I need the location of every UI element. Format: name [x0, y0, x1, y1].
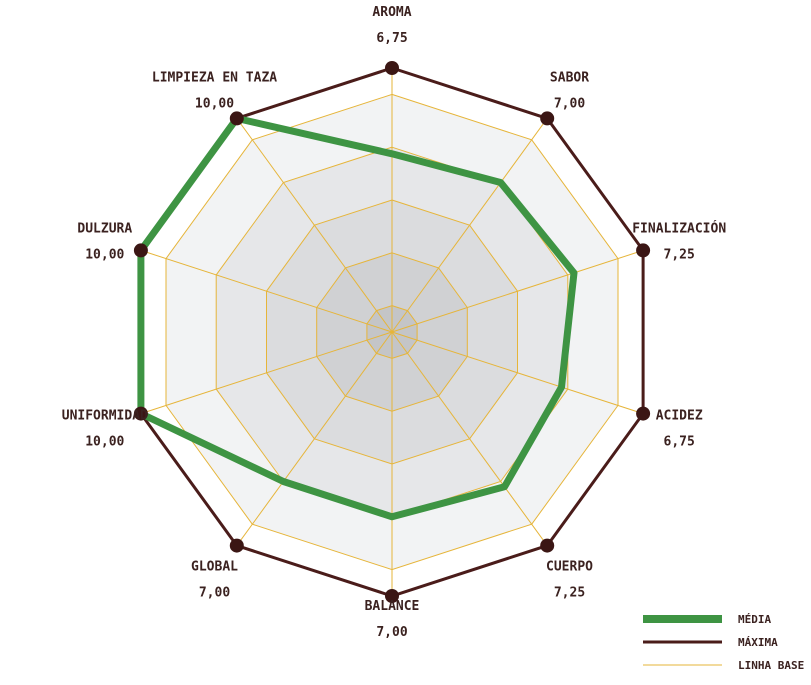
- legend-label-baseline: LINHA BASE: [738, 659, 804, 672]
- axis-label-aroma: AROMA: [372, 5, 411, 20]
- axis-score-cuerpo: 7,25: [554, 585, 585, 600]
- axis-label-finalizaci-n: FINALIZACIÓN: [632, 221, 726, 237]
- maxima-point-5: [385, 589, 399, 603]
- spoke-9: [236, 118, 393, 333]
- spoke-1: [391, 118, 548, 333]
- maxima-point-6: [229, 538, 244, 553]
- series-layer: [133, 61, 651, 603]
- maxima-point-2: [636, 243, 651, 258]
- axis-labels: AROMA 6,75 SABOR 7,00 FINALIZACIÓN 7,25 ACIDEZ…: [62, 5, 727, 640]
- maxima-point-8: [133, 243, 148, 258]
- maxima-point-0: [385, 61, 399, 75]
- axis-score-aroma: 6,75: [376, 31, 407, 46]
- axis-score-global: 7,00: [199, 585, 230, 600]
- axis-score-sabor: 7,00: [554, 97, 585, 112]
- spoke-4: [391, 331, 548, 546]
- baseline-grid: [140, 68, 644, 596]
- maxima-point-4: [540, 538, 555, 553]
- maxima-point-3: [636, 406, 651, 421]
- maxima-point-7: [133, 406, 148, 421]
- axis-score-uniformidad: 10,00: [85, 434, 124, 449]
- legend: MÉDIA MÁXIMA LINHA BASE: [643, 613, 804, 672]
- axis-score-balance: 7,00: [376, 625, 407, 640]
- maxima-point-9: [229, 111, 244, 126]
- axis-score-finalizaci-n: 7,25: [664, 248, 695, 263]
- axis-label-limpieza-en-taza: LIMPIEZA EN TAZA: [152, 71, 277, 86]
- spoke-7: [140, 331, 393, 415]
- axis-score-dulzura: 10,00: [85, 248, 124, 263]
- axis-label-cuerpo: CUERPO: [546, 559, 593, 574]
- axis-label-uniformidad: UNIFORMIDAD: [62, 408, 148, 423]
- axis-label-acidez: ACIDEZ: [656, 408, 703, 423]
- series-media-line: [137, 114, 578, 521]
- axis-label-dulzura: DULZURA: [77, 222, 132, 237]
- legend-label-media: MÉDIA: [738, 613, 771, 626]
- axis-score-acidez: 6,75: [664, 434, 695, 449]
- spoke-2: [391, 249, 644, 333]
- axis-label-sabor: SABOR: [550, 71, 589, 86]
- axis-label-balance: BALANCE: [365, 599, 420, 614]
- maxima-point-1: [540, 111, 555, 126]
- spoke-6: [236, 331, 393, 546]
- axis-label-global: GLOBAL: [191, 559, 238, 574]
- legend-label-maxima: MÁXIMA: [738, 636, 778, 649]
- spoke-8: [140, 249, 393, 333]
- spoke-3: [391, 331, 644, 415]
- axis-score-limpieza-en-taza: 10,00: [195, 97, 234, 112]
